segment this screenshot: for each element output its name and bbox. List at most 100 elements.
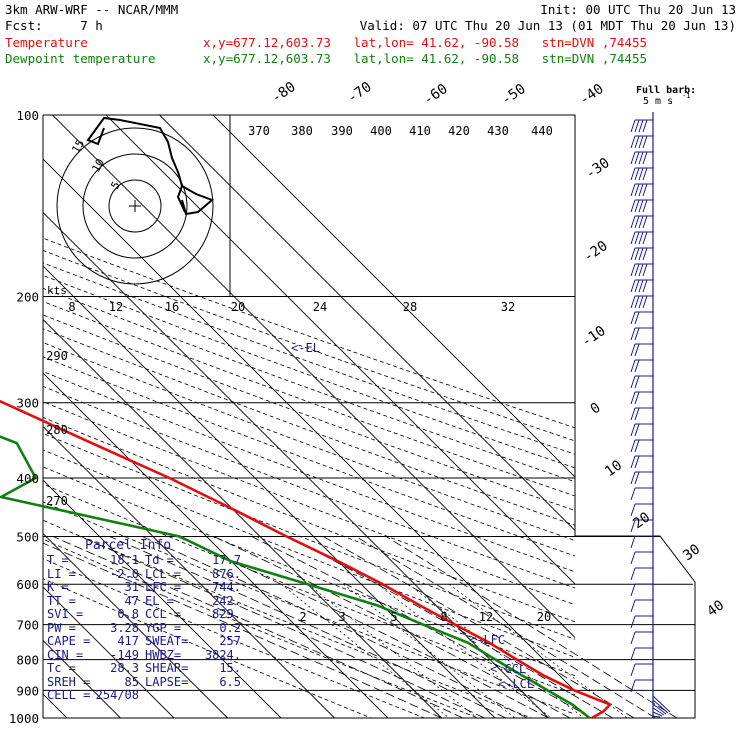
isotherm-label: -20 <box>581 238 611 266</box>
isotherm <box>52 115 575 639</box>
theta-label: 440 <box>531 124 553 138</box>
wind-barb <box>630 119 636 133</box>
wind-barb <box>634 279 640 293</box>
model-title: 3km ARW-WRF -- NCAR/MMM <box>5 2 179 17</box>
dry-adiabat <box>43 237 575 429</box>
wind-barb <box>638 279 644 293</box>
hodograph-speed-label: 8 <box>68 300 75 314</box>
parcel-cell: EL = <box>145 593 174 608</box>
theta-label: 280 <box>46 423 68 437</box>
wind-barb <box>634 359 640 373</box>
wind-barb <box>634 247 640 261</box>
theta-label: 290 <box>46 349 68 363</box>
isotherm <box>43 479 282 718</box>
parcel-cell: 47 <box>124 593 139 608</box>
hodograph-speed-label: 32 <box>501 300 515 314</box>
parcel-cell: 876. <box>212 566 241 581</box>
wind-barb <box>630 391 636 405</box>
wind-barb <box>634 167 640 181</box>
isotherm-label: -70 <box>345 79 375 107</box>
wind-barb <box>634 391 640 405</box>
wind-barb <box>630 583 636 597</box>
wind-barb <box>652 711 663 717</box>
parcel-cell: SWEAT= <box>145 634 189 648</box>
wind-barb <box>642 167 648 181</box>
wind-barb <box>634 215 640 229</box>
wind-barb <box>642 183 648 197</box>
wind-barb <box>634 119 640 133</box>
theta-label: 390 <box>331 124 353 138</box>
isotherm-label: 40 <box>704 597 727 620</box>
wind-barb <box>642 119 648 133</box>
parcel-cell: PW = <box>47 620 76 635</box>
isotherm <box>43 425 335 718</box>
wind-barb <box>630 231 636 245</box>
hodograph-ring <box>82 153 188 259</box>
isotherm <box>43 158 575 692</box>
parcel-cell: 744. <box>212 580 241 594</box>
wind-barb <box>652 703 667 715</box>
pressure-label: 800 <box>16 653 39 668</box>
series-layer <box>0 399 612 720</box>
wind-barb <box>634 343 640 357</box>
isotherm <box>43 318 442 718</box>
wind-barb <box>638 151 644 165</box>
parcel-cell: 257 <box>219 634 241 648</box>
wind-barb <box>634 295 640 309</box>
parcel-cell: 15. <box>219 661 241 675</box>
wind-barb <box>630 359 636 373</box>
isotherm <box>159 115 575 532</box>
isotherm-label: 0 <box>588 400 604 418</box>
dry-adiabat <box>43 466 575 677</box>
dry-adiabat <box>43 371 575 573</box>
parcel-cell: 85 <box>124 674 139 689</box>
temperature-profile <box>0 399 612 720</box>
wind-barb <box>652 699 669 714</box>
parcel-cell: LI = <box>47 566 76 581</box>
parcel-row: LI = -2.0 LCL = 876. <box>47 566 247 582</box>
wind-barb <box>638 167 644 181</box>
wind-barb <box>630 135 636 149</box>
parcel-cell: 3824. <box>204 647 241 662</box>
parcel-cell: 18.1 <box>110 553 139 567</box>
parcel-cell: 28.3 <box>110 661 139 675</box>
wind-barb <box>638 263 644 277</box>
isotherm <box>43 211 549 718</box>
pressure-label: 100 <box>16 108 39 123</box>
hodograph-speed-label: 28 <box>403 300 417 314</box>
parcel-cell: CIN = <box>47 647 84 662</box>
wind-barb <box>638 183 644 197</box>
wind-barb <box>630 375 636 389</box>
mixing-ratio-label: 20 <box>537 610 551 624</box>
parcel-row: K = 31 LFC = 744. <box>47 580 247 595</box>
isotherm-label: -60 <box>421 81 451 109</box>
hodograph-trace <box>86 116 186 213</box>
dry-adiabat <box>43 249 575 442</box>
valid-time: Valid: 07 UTC Thu 20 Jun 13 (01 MDT Thu … <box>359 18 736 33</box>
isotherm-label: -30 <box>583 155 613 183</box>
dry-adiabat <box>43 262 575 455</box>
theta-label: 400 <box>370 124 392 138</box>
wind-barb <box>630 343 636 357</box>
hodograph-units: kts <box>47 284 67 297</box>
wind-barb <box>630 679 636 693</box>
level-annotation: <-LFC <box>469 633 505 647</box>
wind-barb <box>638 295 644 309</box>
isotherm <box>43 586 175 718</box>
plot-frame <box>42 114 696 719</box>
dewpoint-profile <box>0 435 591 720</box>
mixing-ratio-line <box>408 583 585 718</box>
wind-barb <box>630 215 636 229</box>
parcel-row: CAPE = 417 SWEAT= 257 <box>47 634 247 649</box>
parcel-cell: SHEAR= <box>145 661 189 675</box>
wind-barb <box>634 311 640 325</box>
grid-layer <box>0 114 696 719</box>
wind-barb <box>630 615 636 629</box>
parcel-cell: TT = <box>47 593 76 608</box>
isotherm <box>0 115 14 718</box>
wind-barb <box>630 279 636 293</box>
wind-barb <box>634 151 640 165</box>
hodograph-ring-label: 10 <box>89 157 107 175</box>
barb-legend-line2: 5 m s <box>643 96 673 107</box>
dry-adiabat <box>43 519 532 718</box>
